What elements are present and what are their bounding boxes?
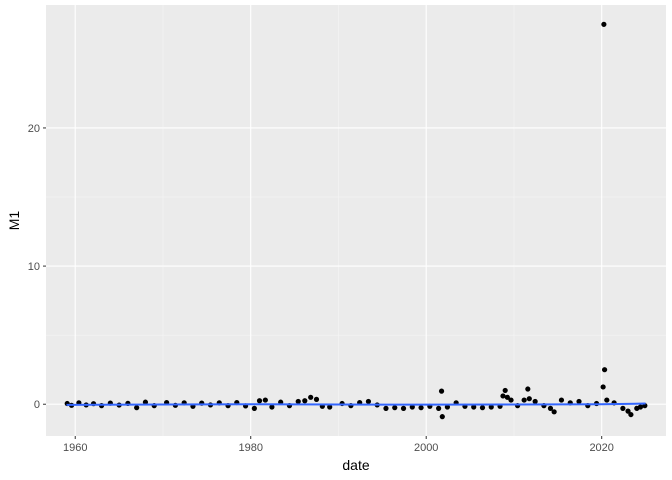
- minor-gridlines-x: [162, 5, 515, 436]
- x-tick-label: 2020: [589, 442, 613, 454]
- x-tick-label: 1960: [63, 442, 87, 454]
- data-point: [436, 405, 442, 411]
- y-tick-label: 20: [28, 123, 40, 135]
- data-point: [601, 367, 608, 373]
- x-tick-label: 1980: [238, 442, 262, 454]
- data-point: [327, 404, 333, 410]
- data-point: [637, 404, 644, 410]
- data-point: [295, 398, 301, 405]
- data-point: [313, 396, 320, 402]
- data-point: [262, 397, 268, 403]
- data-point: [392, 405, 398, 411]
- data-point: [620, 405, 626, 411]
- data-point: [479, 405, 486, 411]
- data-point: [502, 387, 508, 394]
- smooth-line: [66, 402, 646, 406]
- data-point: [525, 386, 531, 392]
- data-point: [400, 405, 407, 411]
- data-point: [600, 384, 606, 390]
- data-point: [488, 404, 494, 410]
- data-point: [628, 411, 634, 418]
- plot-panel: [46, 5, 666, 436]
- data-point: [134, 405, 140, 411]
- minor-gridlines-y: [46, 196, 666, 336]
- data-point: [547, 405, 554, 411]
- data-point: [625, 408, 631, 414]
- x-axis: 1960 1980 2000 2020: [63, 436, 614, 454]
- data-point: [500, 393, 506, 399]
- data-point: [551, 409, 557, 415]
- data-point: [383, 405, 389, 411]
- data-point: [532, 398, 538, 405]
- data-point: [409, 404, 415, 410]
- data-point: [471, 404, 477, 410]
- y-axis-title: M1: [6, 211, 22, 231]
- data-point: [558, 397, 565, 403]
- data-point: [521, 397, 527, 403]
- data-point: [418, 405, 424, 411]
- y-tick-label: 0: [34, 399, 40, 411]
- y-tick-label: 10: [28, 261, 40, 273]
- major-gridlines-x: [74, 5, 603, 436]
- data-point: [251, 405, 257, 411]
- data-point: [308, 394, 314, 400]
- data-point: [504, 394, 510, 400]
- data-point: [256, 398, 263, 404]
- x-axis-title: date: [342, 457, 369, 473]
- data-point: [526, 396, 532, 402]
- data-point: [365, 398, 372, 405]
- data-point: [444, 404, 450, 410]
- data-point: [439, 414, 445, 420]
- data-point: [302, 398, 308, 404]
- x-tick-label: 2000: [414, 442, 438, 454]
- data-point: [604, 397, 610, 403]
- data-point: [601, 21, 607, 27]
- data-point: [508, 397, 514, 403]
- data-point: [142, 399, 149, 405]
- data-point: [438, 388, 445, 394]
- y-axis: 0 10 20: [28, 123, 46, 411]
- data-point: [576, 398, 582, 405]
- data-point: [269, 404, 275, 410]
